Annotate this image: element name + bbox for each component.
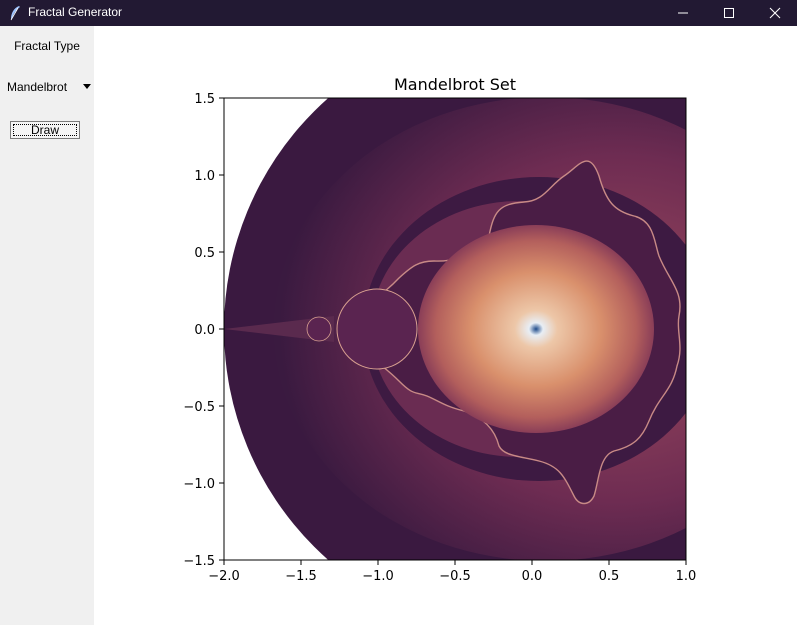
chart-title: Mandelbrot Set [394, 75, 516, 94]
x-tick-label: −0.5 [439, 569, 471, 584]
y-tick-label: −1.5 [183, 554, 215, 569]
close-button[interactable] [752, 0, 797, 26]
close-icon [769, 7, 781, 19]
y-tick-label: 1.5 [194, 92, 215, 107]
x-tick-label: 0.5 [599, 569, 620, 584]
x-tick-label: 0.0 [522, 569, 543, 584]
title-bar[interactable]: Fractal Generator [0, 0, 797, 26]
fractal-type-label: Fractal Type [14, 39, 80, 53]
fractal-image [224, 98, 686, 560]
x-tick-label: −1.5 [285, 569, 317, 584]
y-tick-label: 0.5 [194, 246, 215, 261]
maximize-icon [724, 8, 734, 18]
control-panel: Fractal Type Mandelbrot Draw [0, 26, 94, 625]
minimize-icon [678, 12, 688, 14]
maximize-button[interactable] [706, 0, 752, 26]
mandelbrot-chart: Mandelbrot Set −2.0 −1.5 −1.0 −0.5 0.0 0.5 1.0… [183, 75, 696, 584]
y-tick-label: 1.0 [194, 169, 215, 184]
period3-bulb-small [306, 316, 332, 342]
y-tick-label: 0.0 [194, 323, 215, 338]
minimize-button[interactable] [660, 0, 706, 26]
fractal-type-dropdown[interactable]: Mandelbrot [2, 76, 92, 96]
y-tick-label: −1.0 [183, 477, 215, 492]
y-tick-label: −0.5 [183, 400, 215, 415]
plot-area: Mandelbrot Set −2.0 −1.5 −1.0 −0.5 0.0 0.5 1.0… [94, 26, 797, 625]
antenna-spike [224, 316, 334, 342]
y-axis: 1.5 1.0 0.5 0.0 −0.5 −1.0 −1.5 [183, 92, 224, 569]
window-title: Fractal Generator [28, 5, 123, 19]
chevron-down-icon [83, 84, 91, 89]
period2-bulb [336, 288, 418, 370]
draw-button[interactable]: Draw [10, 121, 80, 139]
x-tick-label: −2.0 [208, 569, 240, 584]
dropdown-selected-value: Mandelbrot [7, 80, 68, 94]
x-tick-label: −1.0 [362, 569, 394, 584]
main-cardioid [418, 225, 654, 433]
feather-icon [10, 6, 20, 21]
x-axis: −2.0 −1.5 −1.0 −0.5 0.0 0.5 1.0 [208, 560, 696, 584]
x-tick-label: 1.0 [676, 569, 697, 584]
